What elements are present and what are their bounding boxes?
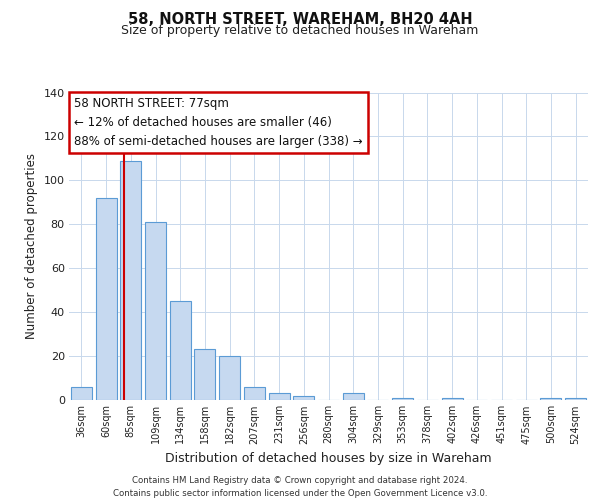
Bar bbox=[269, 394, 290, 400]
Text: Contains HM Land Registry data © Crown copyright and database right 2024.
Contai: Contains HM Land Registry data © Crown c… bbox=[113, 476, 487, 498]
X-axis label: Distribution of detached houses by size in Wareham: Distribution of detached houses by size … bbox=[165, 452, 492, 465]
Bar bbox=[219, 356, 240, 400]
Bar bbox=[170, 301, 191, 400]
Y-axis label: Number of detached properties: Number of detached properties bbox=[25, 153, 38, 339]
Bar bbox=[244, 387, 265, 400]
Text: Size of property relative to detached houses in Wareham: Size of property relative to detached ho… bbox=[121, 24, 479, 37]
Bar bbox=[392, 398, 413, 400]
Text: 58, NORTH STREET, WAREHAM, BH20 4AH: 58, NORTH STREET, WAREHAM, BH20 4AH bbox=[128, 12, 472, 28]
Bar bbox=[145, 222, 166, 400]
Text: 58 NORTH STREET: 77sqm
← 12% of detached houses are smaller (46)
88% of semi-det: 58 NORTH STREET: 77sqm ← 12% of detached… bbox=[74, 97, 363, 148]
Bar bbox=[71, 387, 92, 400]
Bar bbox=[293, 396, 314, 400]
Bar bbox=[120, 160, 141, 400]
Bar bbox=[565, 398, 586, 400]
Bar bbox=[442, 398, 463, 400]
Bar bbox=[95, 198, 116, 400]
Bar bbox=[541, 398, 562, 400]
Bar bbox=[194, 350, 215, 400]
Bar bbox=[343, 394, 364, 400]
